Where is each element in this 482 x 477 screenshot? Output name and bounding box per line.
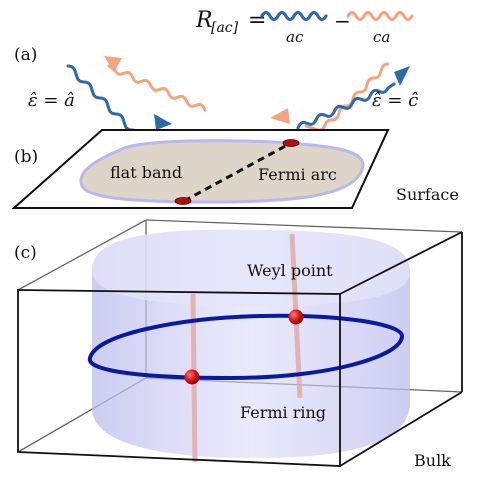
equation-lhs-subscript: [ac] — [211, 20, 239, 36]
bulk-cylinder-top — [92, 229, 410, 306]
weyl-point-back — [288, 309, 304, 325]
right-blue-wave — [296, 82, 396, 130]
equation-lhs-symbol: R — [195, 8, 213, 33]
bulk-label: Bulk — [414, 451, 451, 470]
panel-c: (c) Weyl point Fermi ring Bulk — [14, 219, 463, 470]
right-orange-arrowhead — [270, 108, 290, 124]
surface-label: Surface — [396, 185, 459, 204]
fermi-arc-label: Fermi arc — [258, 165, 337, 184]
right-blue-arrowhead — [394, 66, 410, 86]
weyl-point-front — [184, 369, 200, 385]
fermi-arc-line — [183, 141, 292, 203]
equation-label-ca: ca — [373, 28, 390, 46]
equation-wave-ac — [260, 10, 328, 22]
equation-label-ac: ac — [286, 28, 304, 46]
bulk-box-front-edges — [17, 231, 463, 467]
equation-minus: − — [334, 9, 351, 33]
fermi-ring-label: Fermi ring — [240, 403, 326, 422]
panel-b-tag: (b) — [14, 147, 38, 167]
left-orange-wave — [107, 64, 207, 112]
panel-c-tag: (c) — [14, 243, 37, 263]
panel-a: (a) ε̂ = â ε̂ = ĉ — [14, 45, 418, 148]
right-polarization-label: ε̂ = ĉ — [372, 90, 418, 111]
left-polarization-label: ε̂ = â — [28, 90, 75, 111]
left-orange-arrowhead — [104, 56, 122, 72]
equation: R [ac] = ac − ca — [195, 8, 414, 46]
panel-a-tag: (a) — [14, 45, 37, 65]
left-blue-arrowhead — [154, 114, 172, 130]
flat-band-label: flat band — [110, 163, 182, 182]
flat-band-region — [79, 139, 365, 204]
equation-wave-ca — [346, 10, 414, 22]
fermi-arc-end-bottom — [174, 197, 192, 205]
panel-b: (b) flat band Fermi arc Surface — [11, 129, 459, 209]
fermi-arc-end-top — [282, 139, 300, 147]
fermi-ring — [87, 313, 405, 381]
weyl-point-label: Weyl point — [247, 261, 333, 280]
